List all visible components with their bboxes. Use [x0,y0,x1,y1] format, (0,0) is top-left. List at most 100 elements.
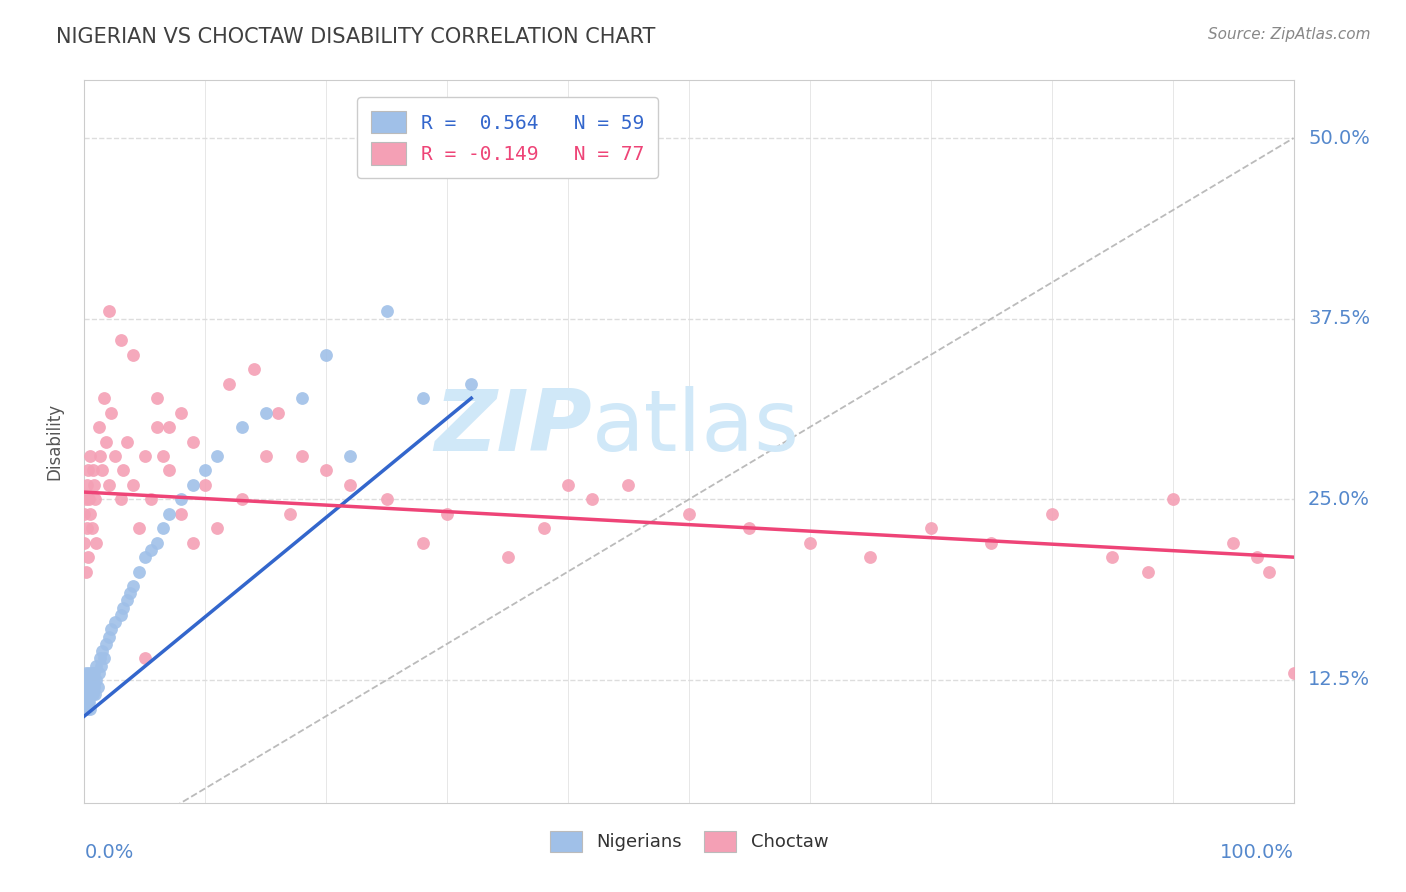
Point [77,695,100,709]
Point [77,463,100,477]
Point [87,420,110,434]
Point [115,434,138,449]
Point [82,687,104,701]
Point [1222,535,1244,549]
Point [104,449,127,463]
Point [1258,565,1281,579]
Point [152,449,174,463]
Point [121,579,143,593]
Point [128,521,150,535]
Point [80,680,103,694]
Point [73,507,96,521]
Point [93,391,115,405]
Text: NIGERIAN VS CHOCTAW DISABILITY CORRELATION CHART: NIGERIAN VS CHOCTAW DISABILITY CORRELATI… [56,27,655,46]
Point [581,492,603,507]
Text: 25.0%: 25.0% [1308,490,1369,508]
Point [79,680,101,694]
Point [77,695,100,709]
Point [134,449,156,463]
Point [139,542,162,557]
Point [110,492,132,507]
Point [76,702,98,716]
Point [207,521,229,535]
Point [181,535,204,549]
Point [194,478,217,492]
Point [77,665,100,680]
Point [82,673,104,687]
Point [139,492,162,507]
Point [83,665,105,680]
Point [77,550,100,565]
Point [104,615,127,630]
Point [75,695,97,709]
Point [738,521,761,535]
Point [170,406,193,420]
Point [86,673,108,687]
Point [181,434,204,449]
Point [89,651,111,665]
Point [84,687,107,701]
Point [194,463,217,477]
Point [533,521,555,535]
Point [207,449,229,463]
Point [79,507,101,521]
Point [91,463,114,477]
Point [231,420,253,434]
Point [278,507,301,521]
Point [83,478,105,492]
Point [110,334,132,348]
Point [115,593,138,607]
Point [77,687,100,701]
Point [375,304,398,318]
Point [291,391,314,405]
Point [980,535,1002,549]
Point [436,507,458,521]
Point [77,687,100,701]
Point [181,478,204,492]
Point [80,665,103,680]
Point [170,492,193,507]
Point [75,492,97,507]
Text: 100.0%: 100.0% [1219,843,1294,862]
Point [112,600,135,615]
Point [146,420,169,434]
Point [82,463,104,477]
Point [1040,507,1063,521]
Point [157,463,180,477]
Point [375,492,398,507]
Point [496,550,519,565]
Point [94,434,117,449]
Point [121,478,143,492]
Point [100,406,122,420]
Point [97,630,120,644]
Text: 0.0%: 0.0% [84,843,134,862]
Point [77,673,100,687]
Point [157,420,180,434]
Point [79,673,101,687]
Point [94,637,117,651]
Point [617,478,640,492]
Point [134,651,156,665]
Point [87,665,110,680]
Point [121,348,143,362]
Point [112,463,135,477]
Point [110,607,132,622]
Point [76,478,98,492]
Point [1282,665,1305,680]
Point [73,535,96,549]
Text: atlas: atlas [592,385,800,468]
Point [76,687,98,701]
Point [315,348,337,362]
Text: ZIP: ZIP [434,385,592,468]
Point [134,550,156,565]
Point [120,586,142,600]
Point [920,521,942,535]
Point [412,391,434,405]
Point [678,507,700,521]
Point [152,521,174,535]
Point [83,680,105,694]
Point [89,449,111,463]
Point [339,449,361,463]
Point [218,376,240,391]
Point [97,304,120,318]
